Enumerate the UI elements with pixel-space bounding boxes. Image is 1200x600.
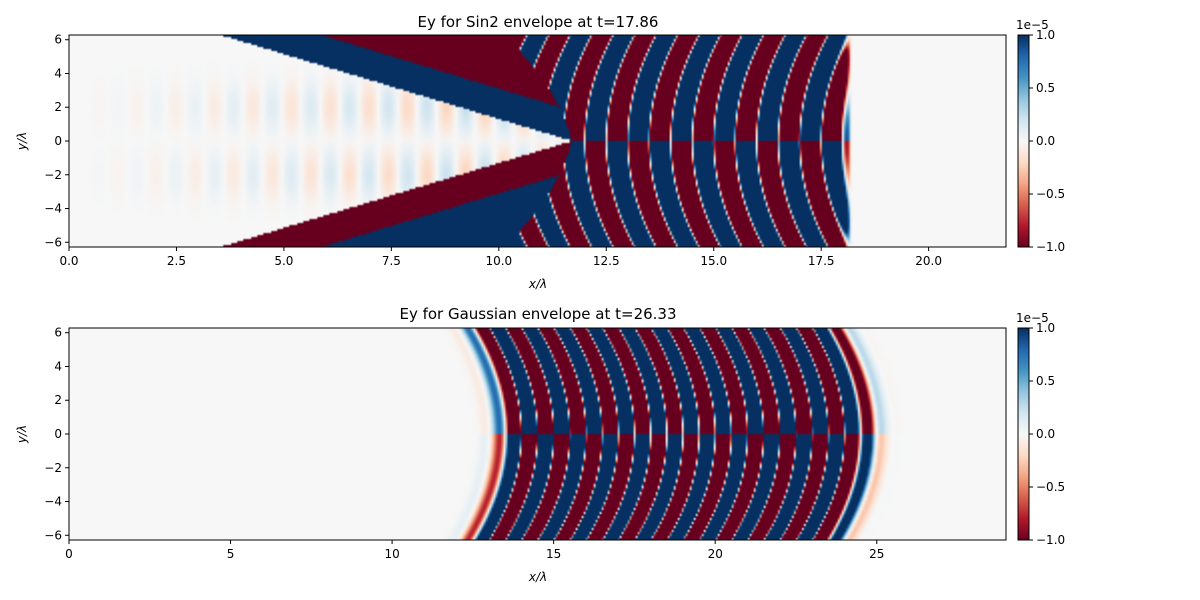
x-tick-label: 2.5 (167, 254, 186, 268)
plot-title: Ey for Gaussian envelope at t=26.33 (399, 305, 676, 323)
y-tick-label: 0 (54, 427, 62, 441)
x-tick-label: 10.0 (485, 254, 512, 268)
colorbar-ticks: 1.0 0.5 0.0 −0.5 −1.0 (1029, 321, 1065, 547)
y-tick-label: 4 (54, 66, 62, 80)
colorbar-tick-label: −1.0 (1036, 240, 1065, 254)
field-image (69, 35, 1006, 247)
field-heatmap (69, 328, 1006, 540)
field-image (69, 328, 1006, 540)
colorbar-gradient (1017, 34, 1030, 248)
colorbar-gradient (1017, 327, 1030, 541)
colorbar-offset-label: 1e−5 (1016, 18, 1049, 32)
y-tick-label: −2 (44, 168, 62, 182)
colorbar-tick-label: 1.0 (1036, 28, 1055, 42)
x-tick-label: 15 (546, 547, 561, 561)
x-tick-label: 7.5 (382, 254, 401, 268)
y-tick-label: −6 (44, 528, 62, 542)
y-axis-ticks: 6 4 2 0 −2 −4 −6 (44, 326, 69, 542)
x-axis-ticks: 0.0 2.5 5.0 7.5 10.0 12.5 15.0 17.5 20.0 (59, 247, 942, 268)
colorbar-tick-label: −0.5 (1036, 480, 1065, 494)
y-axis-ticks: 6 4 2 0 −2 −4 −6 (44, 33, 69, 249)
colorbar-offset-label: 1e−5 (1016, 311, 1049, 325)
x-tick-label: 5 (227, 547, 235, 561)
x-tick-label: 15.0 (700, 254, 727, 268)
y-tick-label: 4 (54, 359, 62, 373)
x-tick-label: 0.0 (59, 254, 78, 268)
y-axis-label: y/λ (15, 132, 29, 151)
y-tick-label: 0 (54, 134, 62, 148)
plot-title: Ey for Sin2 envelope at t=17.86 (418, 13, 659, 31)
y-tick-label: −4 (44, 202, 62, 216)
colorbar-ticks: 1.0 0.5 0.0 −0.5 −1.0 (1029, 28, 1065, 254)
y-tick-label: 6 (54, 33, 62, 47)
x-tick-label: 20.0 (915, 254, 942, 268)
y-tick-label: −2 (44, 461, 62, 475)
colorbar: 1.0 0.5 0.0 −0.5 −1.0 1e−5 (1016, 311, 1065, 547)
colorbar-tick-label: 0.5 (1036, 374, 1055, 388)
y-tick-label: 6 (54, 326, 62, 340)
colorbar-tick-label: 0.0 (1036, 134, 1055, 148)
gaussian-envelope-plot: Ey for Gaussian envelope at t=26.33 0 5 10… (15, 305, 1065, 584)
colorbar-tick-label: 1.0 (1036, 321, 1055, 335)
colorbar: 1.0 0.5 0.0 −0.5 −1.0 1e−5 (1016, 18, 1065, 254)
x-axis-label: x/λ (528, 277, 547, 291)
x-tick-label: 20 (708, 547, 723, 561)
x-axis-label: x/λ (528, 570, 547, 584)
y-tick-label: 2 (54, 393, 62, 407)
colorbar-tick-label: 0.0 (1036, 427, 1055, 441)
y-tick-label: −6 (44, 235, 62, 249)
x-tick-label: 12.5 (593, 254, 620, 268)
field-heatmap (69, 35, 1006, 247)
y-tick-label: 2 (54, 100, 62, 114)
x-tick-label: 5.0 (274, 254, 293, 268)
colorbar-tick-label: −1.0 (1036, 533, 1065, 547)
colorbar-tick-label: 0.5 (1036, 81, 1055, 95)
x-tick-label: 10 (384, 547, 399, 561)
y-tick-label: −4 (44, 495, 62, 509)
x-tick-label: 17.5 (808, 254, 835, 268)
x-tick-label: 25 (869, 547, 884, 561)
x-tick-label: 0 (65, 547, 73, 561)
sin2-envelope-plot: Ey for Sin2 envelope at t=17.86 0.0 2.5 5.… (15, 13, 1065, 291)
y-axis-label: y/λ (15, 425, 29, 444)
x-axis-ticks: 0 5 10 15 20 25 (65, 540, 884, 561)
colorbar-tick-label: −0.5 (1036, 187, 1065, 201)
